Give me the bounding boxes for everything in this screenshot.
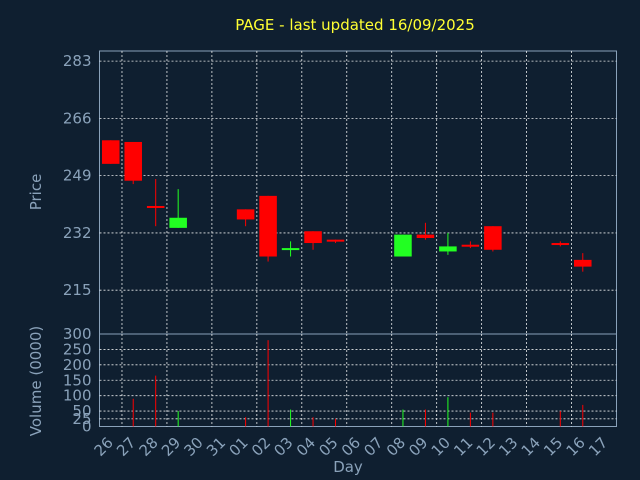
volume-tick-label: 200 bbox=[63, 356, 92, 374]
volume-tick-label: 100 bbox=[63, 387, 92, 405]
price-axis-label: Price bbox=[27, 174, 45, 211]
x-tick-labels: 2627282930310102030405060708091011121314… bbox=[91, 434, 612, 460]
candle-body bbox=[416, 234, 435, 238]
candle-body bbox=[551, 243, 570, 246]
price-tick-label: 232 bbox=[63, 224, 92, 242]
volume-axis-label: Volume (0000) bbox=[27, 326, 45, 436]
candle-body bbox=[281, 248, 300, 251]
volume-tick-label: 300 bbox=[63, 325, 92, 343]
candle-body bbox=[574, 259, 592, 267]
candle-body bbox=[146, 205, 165, 208]
price-tick-label: 249 bbox=[63, 167, 92, 185]
candle-body bbox=[236, 209, 255, 220]
price-tick-label: 215 bbox=[63, 281, 92, 299]
price-panel: 215 232 249 266 283 bbox=[63, 50, 617, 335]
volume-tick-label: 150 bbox=[63, 371, 92, 389]
candle-body bbox=[169, 217, 187, 228]
candle-body bbox=[394, 234, 412, 257]
x-axis-label: Day bbox=[333, 458, 363, 476]
volume-tick-label: 250 bbox=[63, 340, 92, 358]
candle-body bbox=[101, 140, 120, 164]
volume-tick-label: 0 bbox=[82, 418, 92, 436]
price-tick-label: 283 bbox=[63, 52, 92, 70]
candle-body bbox=[326, 239, 345, 242]
volume-tick-label: 25 bbox=[72, 410, 91, 428]
chart-title: PAGE - last updated 16/09/2025 bbox=[235, 16, 475, 34]
candle-body bbox=[439, 246, 457, 252]
price-tick-label: 266 bbox=[63, 109, 92, 127]
candle-body bbox=[484, 226, 502, 250]
candle-body bbox=[304, 231, 322, 244]
candle-body bbox=[124, 141, 142, 181]
price-frame bbox=[99, 50, 617, 335]
x-tick-label: 17 bbox=[585, 434, 611, 460]
candle-body bbox=[259, 195, 277, 257]
volume-tick-label: 50 bbox=[72, 402, 91, 420]
candle-body bbox=[461, 244, 480, 247]
